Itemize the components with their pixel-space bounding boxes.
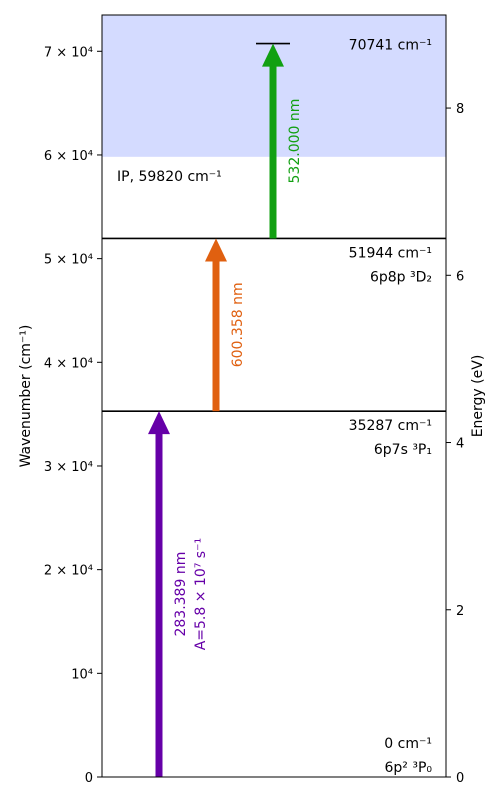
left-tick-label: 5 × 10⁴: [44, 253, 93, 268]
red-transition-head: [205, 238, 227, 262]
second-excited-energy-label: 51944 cm⁻¹: [349, 245, 432, 261]
red-transition-shaft: [212, 260, 220, 412]
right-tick-label: 0: [456, 771, 464, 786]
left-tick-label: 7 × 10⁴: [44, 45, 93, 60]
ground-term-label: 6p² ³P₀: [384, 760, 432, 776]
right-tick-label: 4: [456, 437, 464, 452]
right-tick-label: 8: [456, 102, 464, 117]
autoionizing-energy-label: 70741 cm⁻¹: [349, 38, 432, 54]
right-tick-label: 2: [456, 604, 464, 619]
red-transition-wavelength-label: 600.358 nm: [230, 282, 246, 367]
left-tick-label: 2 × 10⁴: [44, 564, 93, 579]
ionization-label: IP, 59820 cm⁻¹: [117, 169, 222, 185]
uv-transition-rate-label: A=5.8 × 10⁷ s⁻¹: [193, 538, 209, 650]
uv-transition-head: [148, 411, 170, 435]
left-tick-label: 4 × 10⁴: [44, 356, 93, 371]
left-tick-label: 3 × 10⁴: [44, 460, 93, 475]
first-excited-term-label: 6p7s ³P₁: [374, 442, 432, 458]
second-excited-term-label: 6p8p ³D₂: [370, 269, 432, 285]
right-tick-label: 6: [456, 269, 464, 284]
left-tick-label: 0: [85, 771, 93, 786]
uv-transition-shaft: [155, 433, 163, 777]
axes-frame: [101, 14, 447, 778]
y-axis-label-wavenumber: Wavenumber (cm⁻¹): [18, 325, 34, 468]
uv-transition-wavelength-label: 283.389 nm: [173, 552, 189, 637]
y-axis-label-energy: Energy (eV): [470, 355, 486, 438]
left-tick-label: 10⁴: [71, 667, 93, 682]
green-transition-head: [262, 43, 284, 67]
ground-energy-label: 0 cm⁻¹: [384, 736, 432, 752]
green-transition-wavelength-label: 532.000 nm: [287, 99, 303, 184]
green-transition-shaft: [269, 65, 277, 239]
first-excited-energy-label: 35287 cm⁻¹: [349, 418, 432, 434]
left-tick-label: 6 × 10⁴: [44, 149, 93, 164]
